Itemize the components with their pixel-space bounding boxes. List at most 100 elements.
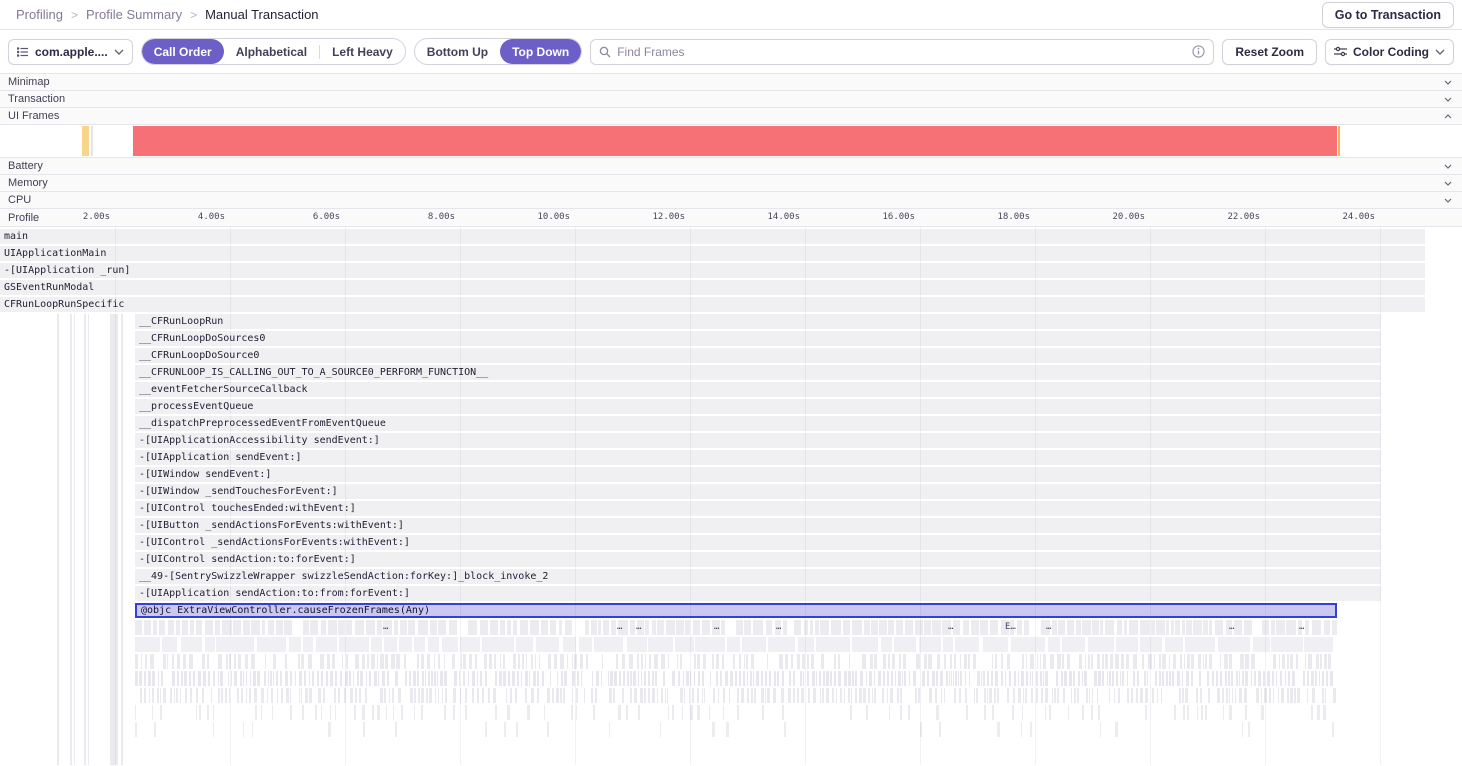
flame-frame-bar[interactable] [221, 688, 223, 703]
flame-frame-bar[interactable] [618, 705, 621, 720]
flame-frame-bar[interactable] [554, 654, 557, 669]
flame-frame-bar[interactable] [1272, 671, 1274, 686]
flame-frame-bar[interactable] [640, 688, 643, 703]
flame-frame-bar[interactable] [641, 671, 642, 686]
flame-frame-bar[interactable] [181, 637, 202, 652]
flame-frame-bar[interactable] [398, 688, 401, 703]
flame-frame-bar[interactable] [202, 654, 205, 669]
flame-frame-bar[interactable] [257, 671, 260, 686]
flame-frame-bar[interactable] [637, 654, 639, 669]
flame-frame-bar[interactable] [903, 654, 906, 669]
flame-frame-bar[interactable] [1220, 654, 1221, 669]
sort-call-order-button[interactable]: Call Order [141, 39, 224, 64]
flame-frame-bar[interactable] [1177, 671, 1180, 686]
flame-frame-bar[interactable] [1045, 705, 1046, 720]
flame-frame-bar[interactable] [1169, 654, 1170, 669]
flame-frame-bar[interactable] [177, 671, 179, 686]
flame-frame-bar[interactable] [1322, 688, 1324, 703]
flame-frame-bar[interactable] [488, 688, 490, 703]
flame-frame-bar[interactable] [303, 620, 309, 635]
flame-frame-bar[interactable] [800, 671, 802, 686]
flame-frame-bar[interactable] [338, 688, 340, 703]
flame-frame-bar[interactable] [1001, 671, 1003, 686]
flame-frame-bar[interactable] [1280, 671, 1282, 686]
flame-frame-bar[interactable] [238, 654, 241, 669]
flame-frame-bar[interactable] [954, 688, 956, 703]
flame-frame-bar[interactable] [683, 671, 684, 686]
flame-frame-bar[interactable] [1182, 671, 1183, 686]
flame-frame-bar[interactable] [1279, 654, 1280, 669]
flame-frame-bar[interactable] [937, 654, 940, 669]
flame-frame-bar[interactable] [302, 705, 304, 720]
flame-frame-bar[interactable] [950, 654, 952, 669]
flame-frame-bar[interactable] [1147, 671, 1148, 686]
flame-frame-bar[interactable] [924, 654, 927, 669]
flame-frame-bar[interactable] [657, 620, 664, 635]
flame-frame-bar[interactable] [485, 671, 487, 686]
flame-frame-bar[interactable] [154, 722, 156, 737]
flame-frame-bar[interactable] [1001, 654, 1003, 669]
flame-frame-bar[interactable] [1244, 620, 1252, 635]
flame-frame-bar[interactable] [243, 722, 244, 737]
flame-frame-bar[interactable] [176, 688, 178, 703]
flame-frame-bar[interactable] [453, 688, 456, 703]
flame-frame-bar[interactable] [160, 705, 162, 720]
flame-frame-bar[interactable] [864, 620, 870, 635]
flame-frame-bar[interactable] [766, 620, 772, 635]
flame-frame-row[interactable]: -[UIApplication sendAction:to:from:forEv… [135, 586, 1381, 601]
flame-frame-bar[interactable] [203, 671, 206, 686]
flame-frame-bar[interactable] [874, 654, 877, 669]
flame-frame-bar[interactable] [207, 654, 209, 669]
flame-frame-bar[interactable] [249, 688, 251, 703]
flame-frame-bar[interactable] [513, 654, 516, 669]
flame-frame-bar[interactable] [354, 705, 356, 720]
flame-frame-bar[interactable] [537, 688, 539, 703]
flame-frame-bar[interactable] [630, 620, 635, 635]
flame-frame-bar[interactable] [871, 620, 878, 635]
flame-frame-bar[interactable] [746, 654, 748, 669]
flame-frame-bar[interactable] [299, 688, 300, 703]
flame-frame-row[interactable]: -[UIControl sendAction:to:forEvent:] [135, 552, 1381, 567]
flame-frame-bar[interactable] [257, 637, 286, 652]
flame-frame-bar[interactable] [202, 688, 204, 703]
flame-frame-bar[interactable] [610, 671, 613, 686]
flame-frame-bar[interactable] [1127, 671, 1128, 686]
flame-frame-bar[interactable] [1185, 637, 1215, 652]
flame-frame-row[interactable]: CFRunLoopRunSpecific [0, 297, 1425, 312]
flame-frame-bar[interactable] [855, 688, 857, 703]
flame-frame-bar[interactable] [377, 705, 380, 720]
flame-frame-bar[interactable] [395, 671, 398, 686]
flame-frame-bar[interactable] [444, 705, 446, 720]
flame-frame-bar[interactable] [270, 671, 272, 686]
flame-frame-bar[interactable] [517, 671, 519, 686]
flame-frame-bar[interactable] [521, 671, 522, 686]
flame-frame-bar[interactable] [280, 671, 282, 686]
flame-frame-bar[interactable] [205, 637, 215, 652]
flame-frame-bar[interactable] [1173, 654, 1176, 669]
flame-frame-bar[interactable] [1175, 620, 1180, 635]
flame-frame-bar[interactable] [613, 688, 615, 703]
flame-frame-bar[interactable] [1220, 671, 1222, 686]
flame-frame-bar[interactable] [644, 688, 646, 703]
flame-frame-bar[interactable] [453, 705, 455, 720]
flame-frame-bar[interactable] [834, 654, 836, 669]
flame-frame-bar[interactable] [355, 620, 364, 635]
flame-frame-bar[interactable] [908, 705, 910, 720]
flame-frame-bar[interactable] [228, 671, 229, 686]
flame-frame-bar[interactable] [649, 654, 651, 669]
flame-frame-bar[interactable] [268, 620, 274, 635]
flame-frame-bar[interactable] [1092, 620, 1099, 635]
flame-frame-bar[interactable] [1236, 671, 1238, 686]
flame-frame-bar[interactable] [803, 671, 804, 686]
flame-frame-bar[interactable] [1067, 654, 1070, 669]
flame-frame-bar[interactable] [1116, 671, 1118, 686]
flame-frame-bar[interactable] [561, 671, 563, 686]
flame-frame-bar[interactable] [1091, 654, 1093, 669]
flame-frame-bar[interactable] [726, 722, 729, 737]
flame-frame-bar[interactable] [919, 637, 941, 652]
flame-frame-bar[interactable] [1022, 705, 1023, 720]
flame-frame-bar[interactable] [977, 671, 980, 686]
flame-frame-bar[interactable] [661, 654, 665, 669]
flame-frame-bar[interactable] [909, 671, 910, 686]
flame-frame-bar[interactable] [1018, 671, 1019, 686]
